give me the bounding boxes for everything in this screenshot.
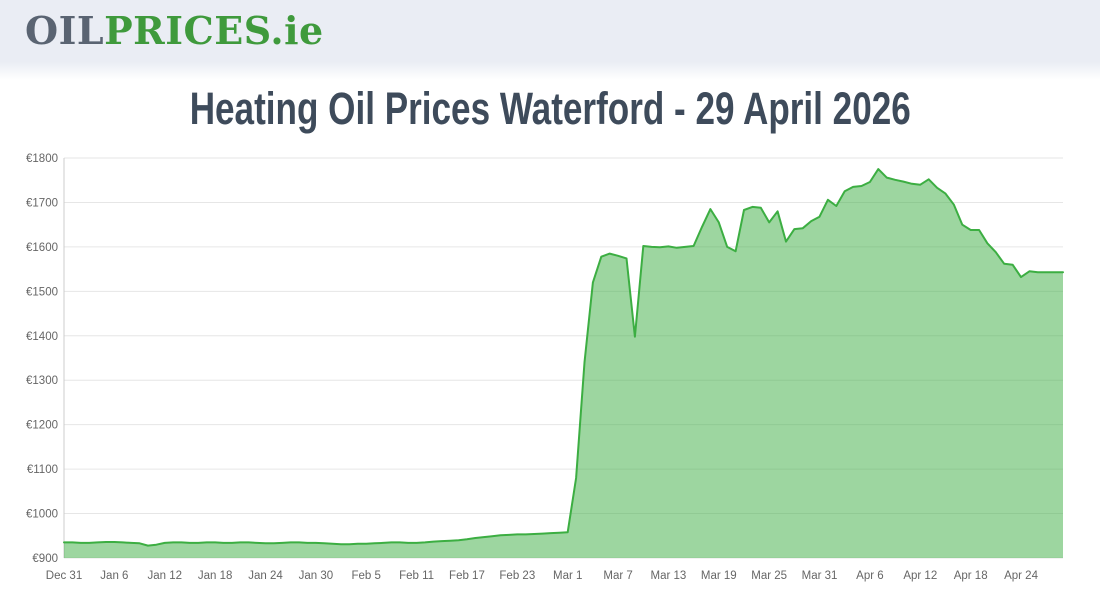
x-axis-label: Jan 6 <box>100 570 128 582</box>
x-axis-label: Feb 11 <box>399 570 434 582</box>
x-axis-label: Apr 6 <box>856 570 884 582</box>
x-axis-label: Dec 31 <box>46 570 82 582</box>
site-header: OILPRICES.ie <box>0 0 1100 80</box>
y-axis-label: €1700 <box>26 197 58 209</box>
x-axis-label: Mar 25 <box>751 570 787 582</box>
x-axis-label: Apr 24 <box>1004 570 1038 582</box>
logo-text-prices: PRICES.ie <box>104 8 324 53</box>
y-axis-label: €1200 <box>26 420 58 432</box>
x-axis-label: Mar 19 <box>701 570 737 582</box>
chart-title: Heating Oil Prices Waterford - 29 April … <box>0 84 1100 134</box>
price-line[interactable] <box>63 168 1064 547</box>
x-axis-label: Jan 18 <box>198 570 233 582</box>
y-axis-label: €1400 <box>26 331 58 343</box>
x-axis-label: Feb 23 <box>499 570 535 582</box>
site-logo-link[interactable]: OILPRICES.ie <box>25 10 324 52</box>
x-axis-label: Jan 12 <box>147 570 182 582</box>
x-axis-label: Mar 7 <box>603 570 632 582</box>
area-fill[interactable] <box>64 169 1063 558</box>
y-axis-label: €1800 <box>26 153 58 165</box>
x-axis-label: Apr 12 <box>903 570 937 582</box>
y-axis-label: €900 <box>32 553 58 565</box>
y-axis-label: €1300 <box>26 375 58 387</box>
x-axis-label: Mar 1 <box>553 570 582 582</box>
x-axis-label: Jan 24 <box>248 570 283 582</box>
x-axis-label: Jan 30 <box>299 570 334 582</box>
chart-title-text: Heating Oil Prices Waterford - 29 April … <box>189 83 911 134</box>
x-axis-label: Feb 5 <box>352 570 381 582</box>
x-axis-label: Feb 17 <box>449 570 485 582</box>
x-axis-label: Mar 31 <box>802 570 838 582</box>
y-axis-label: €1100 <box>27 464 58 476</box>
y-axis-label: €1600 <box>26 242 58 254</box>
y-axis-label: €1000 <box>26 509 58 521</box>
y-axis-label: €1500 <box>26 286 58 298</box>
x-axis-label: Apr 18 <box>954 570 988 582</box>
logo-text-oil: OIL <box>25 8 105 53</box>
x-axis-label: Mar 13 <box>651 570 687 582</box>
